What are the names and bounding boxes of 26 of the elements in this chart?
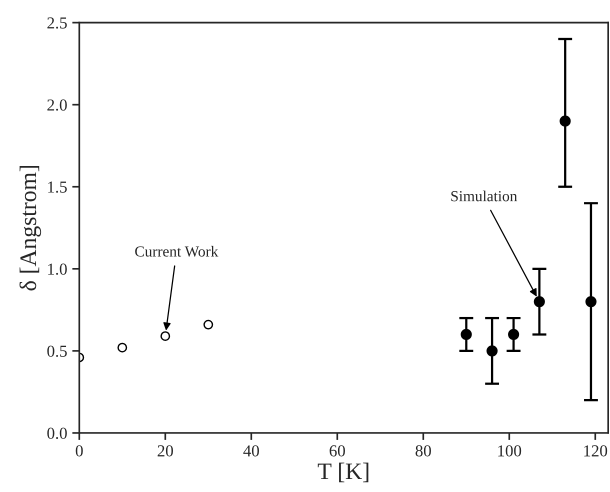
point	[203, 320, 214, 330]
point	[560, 116, 571, 127]
x-axis-title: T [K]	[318, 462, 368, 482]
y-tick-label: 1.0	[48, 264, 67, 275]
y-tick-label: 0.5	[47, 346, 67, 357]
y-tick-label: 2.0	[47, 99, 67, 111]
x-tick-label: 60	[330, 445, 345, 456]
x-tick-label: 20	[158, 445, 173, 456]
point	[486, 345, 498, 356]
y-tick-label: 2.5	[47, 17, 67, 29]
annotation: Current Work	[135, 246, 218, 257]
x-tick-label: 120	[584, 445, 608, 456]
annotation: Simulation	[451, 190, 518, 202]
x-tick-label: 40	[243, 445, 259, 456]
point	[460, 328, 472, 340]
y-tick-label: 0.0	[47, 428, 67, 439]
point	[160, 331, 170, 341]
x-tick-label: 0	[76, 445, 83, 456]
x-tick-label: 80	[416, 445, 431, 456]
x-tick-label: 100	[498, 445, 522, 456]
y-tick-label: 1.5	[48, 182, 67, 193]
point	[508, 328, 520, 340]
point	[585, 296, 597, 308]
y-axis-title: δ [Angstrom]	[20, 166, 42, 291]
point	[117, 342, 128, 352]
point	[534, 296, 545, 308]
